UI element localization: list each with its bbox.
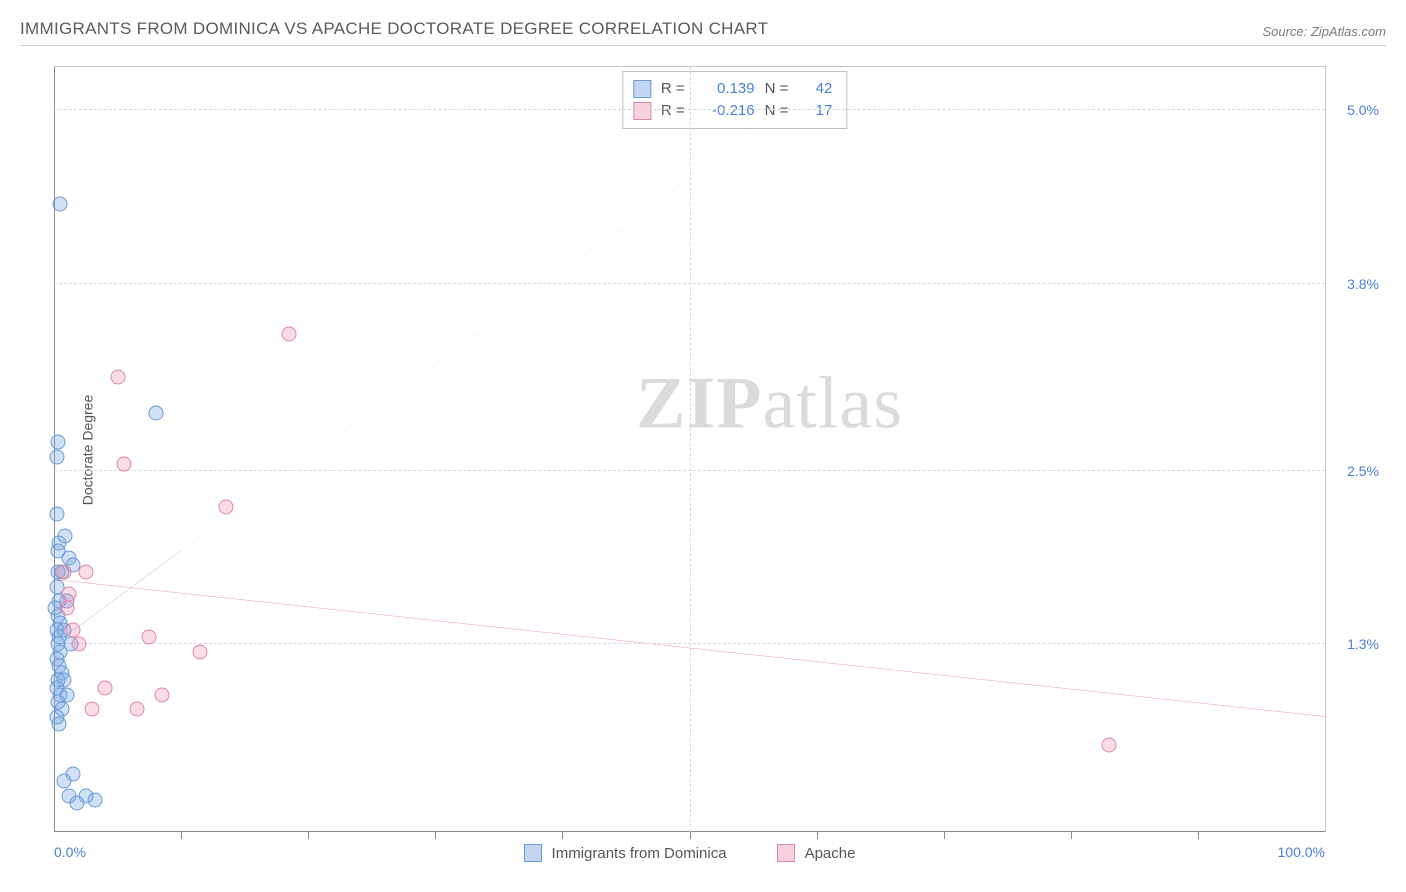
scatter-point-apache: [97, 680, 112, 695]
scatter-point-apache: [72, 637, 87, 652]
stats-box: R = 0.139 N = 42 R = -0.216 N = 17: [622, 71, 848, 129]
chart-title: IMMIGRANTS FROM DOMINICA VS APACHE DOCTO…: [20, 19, 768, 39]
stats-n-value-dominica: 42: [798, 78, 832, 100]
x-tick: [944, 832, 945, 839]
scatter-point-apache: [116, 456, 131, 471]
scatter-point-dominica: [49, 449, 64, 464]
stats-n-value-apache: 17: [798, 100, 832, 122]
title-bar: IMMIGRANTS FROM DOMINICA VS APACHE DOCTO…: [20, 18, 1386, 46]
x-tick: [435, 832, 436, 839]
y-tick-label: 1.3%: [1347, 636, 1379, 652]
scatter-point-apache: [110, 370, 125, 385]
plot-area: Doctorate Degree 0.0% 100.0% ZIPatlas R …: [54, 66, 1326, 832]
grid-line-v: [690, 67, 691, 832]
scatter-point-dominica: [57, 774, 72, 789]
scatter-point-dominica: [69, 796, 84, 811]
scatter-point-apache: [142, 630, 157, 645]
y-tick-label: 3.8%: [1347, 276, 1379, 292]
stats-r-value-apache: -0.216: [695, 100, 755, 122]
scatter-point-apache: [57, 565, 72, 580]
stats-row-apache: R = -0.216 N = 17: [633, 100, 833, 122]
legend-item-dominica: Immigrants from Dominica: [524, 844, 727, 862]
scatter-point-apache: [155, 687, 170, 702]
scatter-point-dominica: [53, 197, 68, 212]
stats-n-label: N =: [765, 100, 789, 122]
stats-r-label: R =: [661, 78, 685, 100]
x-tick: [1198, 832, 1199, 839]
scatter-point-apache: [59, 601, 74, 616]
scatter-point-apache: [62, 586, 77, 601]
scatter-point-apache: [282, 327, 297, 342]
legend-label-apache: Apache: [805, 845, 856, 862]
source-attribution: Source: ZipAtlas.com: [1262, 24, 1386, 39]
stats-r-value-dominica: 0.139: [695, 78, 755, 100]
x-tick: [308, 832, 309, 839]
swatch-dominica-icon: [524, 844, 542, 862]
scatter-point-dominica: [148, 406, 163, 421]
x-tick: [1071, 832, 1072, 839]
stats-n-label: N =: [765, 78, 789, 100]
legend: Immigrants from Dominica Apache: [54, 844, 1325, 862]
swatch-apache-icon: [633, 102, 651, 120]
stats-r-label: R =: [661, 100, 685, 122]
scatter-point-apache: [78, 565, 93, 580]
scatter-point-dominica: [49, 507, 64, 522]
trend-line: [181, 67, 842, 551]
x-tick: [181, 832, 182, 839]
legend-label-dominica: Immigrants from Dominica: [552, 845, 727, 862]
y-tick-label: 5.0%: [1347, 102, 1379, 118]
scatter-point-dominica: [58, 529, 73, 544]
x-tick: [562, 832, 563, 839]
x-tick: [817, 832, 818, 839]
scatter-point-dominica: [50, 435, 65, 450]
scatter-point-apache: [66, 622, 81, 637]
swatch-dominica-icon: [633, 80, 651, 98]
scatter-point-dominica: [87, 793, 102, 808]
stats-row-dominica: R = 0.139 N = 42: [633, 78, 833, 100]
scatter-point-apache: [1101, 738, 1116, 753]
x-tick: [690, 832, 691, 839]
swatch-apache-icon: [777, 844, 795, 862]
scatter-point-apache: [129, 702, 144, 717]
scatter-point-apache: [218, 500, 233, 515]
scatter-point-apache: [193, 644, 208, 659]
scatter-point-apache: [85, 702, 100, 717]
scatter-point-dominica: [52, 716, 67, 731]
y-tick-label: 2.5%: [1347, 463, 1379, 479]
legend-item-apache: Apache: [777, 844, 856, 862]
chart-container: Doctorate Degree 0.0% 100.0% ZIPatlas R …: [20, 56, 1386, 872]
